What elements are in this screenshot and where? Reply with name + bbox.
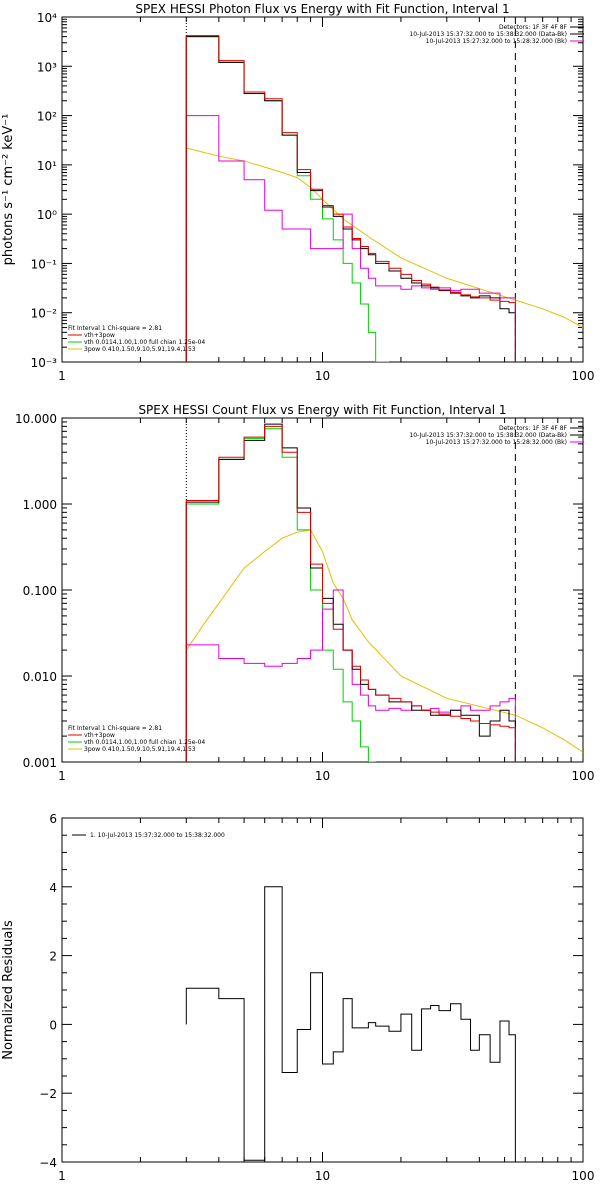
- y-tick-label: 10.000: [15, 412, 57, 426]
- y-tick-label: 2: [49, 950, 57, 964]
- legend-entry: 10-Jul-2013 15:37:32.000 to 15:38:32.000…: [409, 31, 567, 38]
- photon-flux-panel: SPEX HESSI Photon Flux vs Energy with Fi…: [1, 2, 594, 383]
- count-flux-panel: SPEX HESSI Count Flux vs Energy with Fit…: [15, 403, 594, 783]
- y-tick-label: 10²: [37, 110, 57, 124]
- legend-entry: vth+3pow: [84, 732, 115, 739]
- y-tick-label: 6: [49, 812, 57, 826]
- legend-entry: 1. 10-Jul-2013 15:37:32.000 to 15:38:32.…: [90, 832, 225, 839]
- series-data-bk: [185, 36, 516, 362]
- series-vth-3pow: [185, 425, 516, 762]
- legend-entry: Detectors: 1F 3F 4F 8F: [499, 425, 568, 432]
- x-tick-label: 1: [58, 369, 66, 383]
- legend-entry: 10-Jul-2013 15:27:32.000 to 15:28:32.000…: [426, 439, 567, 446]
- y-tick-label: 0: [49, 1018, 57, 1032]
- legend-entry: Fit Interval 1 Chi-square = 2.81: [68, 325, 162, 332]
- y-tick-label: 0.010: [23, 670, 57, 684]
- legend-entry: 3pow 0.410,1.50,9.10,5.91,19.4,1.53: [84, 746, 196, 753]
- y-axis-label: photons s⁻¹ cm⁻² keV⁻¹: [1, 114, 16, 266]
- series-bk: [185, 115, 516, 362]
- y-tick-label: 10⁴: [37, 11, 57, 25]
- y-tick-label: 10³: [37, 60, 57, 74]
- x-tick-label: 1: [58, 769, 66, 783]
- residuals-panel: Normalized Residuals 1 10 100 −4 −2 0 2 4 6 1. 10-…: [1, 812, 594, 1183]
- y-tick-label: 10⁻¹: [31, 257, 58, 271]
- series-3pow: [185, 529, 583, 753]
- legend-entry: Detectors: 1F 3F 4F 8F: [499, 24, 568, 31]
- x-tick-label: 10: [315, 369, 330, 383]
- x-tick-label: 100: [572, 369, 595, 383]
- chart-title: SPEX HESSI Photon Flux vs Energy with Fi…: [135, 2, 509, 16]
- y-tick-label: 0.100: [23, 584, 57, 598]
- legend-entry: 3pow 0.410,1.50,9.10,5.91,19.4,1.53: [84, 346, 196, 353]
- series-vth-3pow: [185, 35, 516, 362]
- y-axis-label: Normalized Residuals: [1, 920, 16, 1060]
- x-tick-label: 10: [315, 769, 330, 783]
- y-tick-label: −2: [39, 1087, 57, 1101]
- y-tick-label: 10¹: [37, 159, 57, 173]
- series-vth: [185, 428, 376, 762]
- series-vth: [185, 36, 389, 362]
- x-tick-label: 100: [572, 769, 595, 783]
- chart-title: SPEX HESSI Count Flux vs Energy with Fit…: [138, 403, 506, 417]
- legend-entry: 10-Jul-2013 15:37:32.000 to 15:38:32.000…: [409, 432, 567, 439]
- x-tick-label: 10: [315, 1169, 330, 1183]
- legend-entry: 10-Jul-2013 15:27:32.000 to 15:28:32.000…: [426, 38, 567, 45]
- y-tick-label: 10⁰: [37, 208, 57, 222]
- series-data-bk: [185, 423, 516, 762]
- x-tick-label: 100: [572, 1169, 595, 1183]
- y-tick-label: 10⁻²: [31, 307, 58, 321]
- legend-entry: vth 0.0114,1.00,1.00 full chian 1.25e-04: [84, 739, 205, 746]
- legend-entry: Fit Interval 1 Chi-square = 2.81: [68, 725, 162, 732]
- series-bk: [185, 589, 516, 762]
- legend-entry: vth 0.0114,1.00,1.00 full chian 1.25e-04: [84, 339, 205, 346]
- y-tick-label: 1.000: [23, 498, 57, 512]
- y-tick-label: 10⁻³: [31, 356, 58, 370]
- series-residuals: [185, 886, 516, 1162]
- y-tick-label: −4: [39, 1156, 57, 1170]
- y-tick-label: 0.001: [23, 756, 57, 770]
- y-tick-label: 4: [49, 881, 57, 895]
- series-3pow: [186, 147, 583, 328]
- x-tick-label: 1: [58, 1169, 66, 1183]
- legend-entry: vth+3pow: [84, 332, 115, 339]
